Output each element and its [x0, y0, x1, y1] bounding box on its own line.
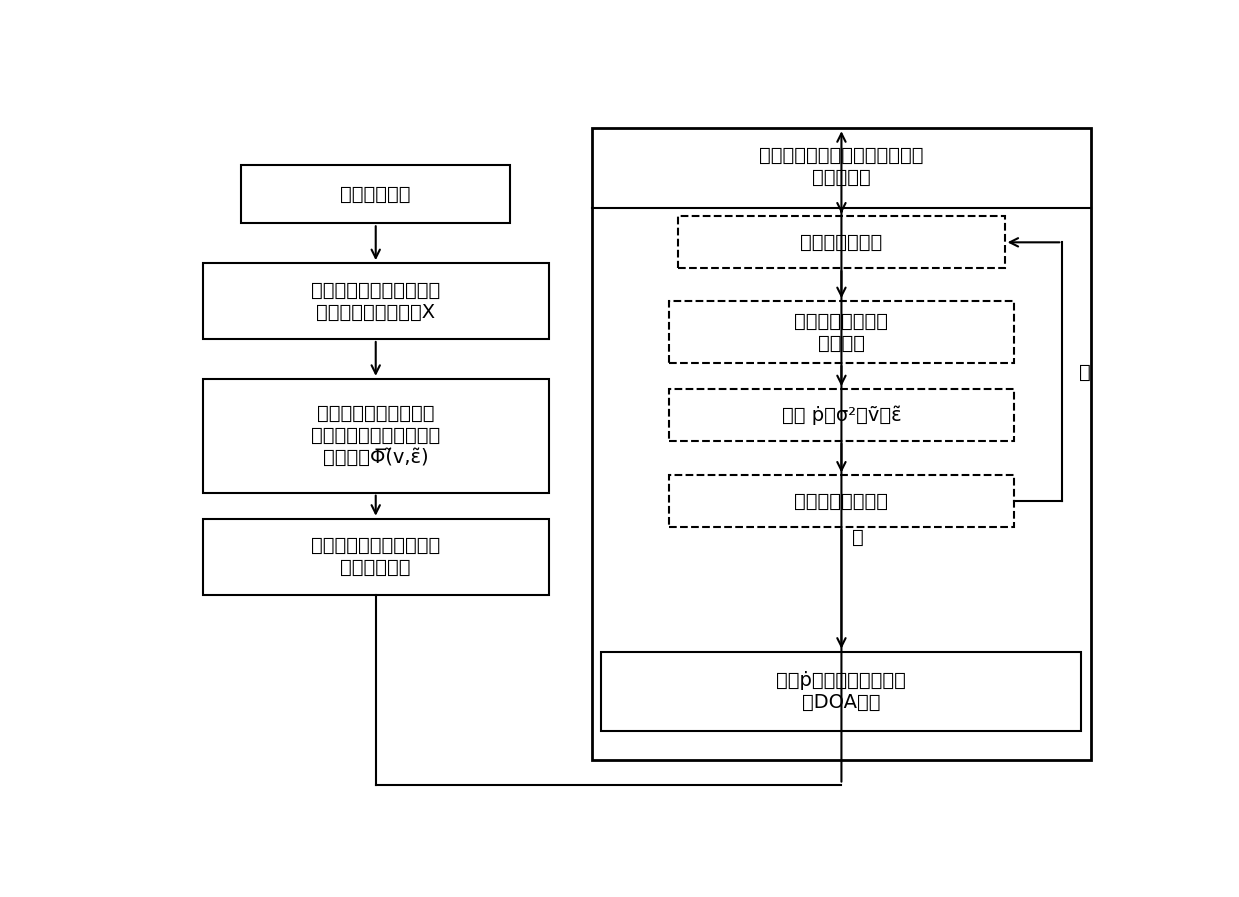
Text: 对空间信号进行采样，得
到阵列接收数据矩阵X: 对空间信号进行采样，得 到阵列接收数据矩阵X: [311, 281, 440, 321]
Text: 是否满足迭代条件: 是否满足迭代条件: [794, 492, 888, 510]
Text: 是: 是: [1079, 362, 1090, 382]
Text: 初始化用户参数: 初始化用户参数: [800, 233, 882, 252]
Bar: [203, 518, 549, 595]
Text: 更新 ṗ，σ²，ṽ，ε̃: 更新 ṗ，σ²，ṽ，ε̃: [782, 405, 901, 425]
Text: 采用贝叶斯压缩感知方法求解稀
疏矩阵方程: 采用贝叶斯压缩感知方法求解稀 疏矩阵方程: [760, 146, 924, 187]
Text: 设置天线阵列: 设置天线阵列: [341, 185, 411, 204]
Bar: [678, 216, 1005, 268]
Bar: [242, 165, 510, 223]
Bar: [592, 128, 1092, 761]
Text: 否: 否: [852, 527, 864, 547]
Bar: [669, 301, 1015, 363]
Bar: [669, 475, 1015, 527]
Bar: [203, 263, 549, 339]
Text: 基于稀疏表示思想，建立
稀疏矩阵方程: 基于稀疏表示思想，建立 稀疏矩阵方程: [311, 536, 440, 577]
Bar: [203, 379, 549, 492]
Text: 根据ṗ的峰値坐标确定中
心DOA估计: 根据ṗ的峰値坐标确定中 心DOA估计: [777, 671, 907, 712]
Bar: [669, 389, 1015, 441]
Text: 计算后验均値和协
方差矩阵: 计算后验均値和协 方差矩阵: [794, 311, 888, 353]
Bar: [601, 651, 1082, 731]
Text: 对空域角度进行网格划
分，构造参数化的过完备
冗余字典Φ̅(̃v,ε̃): 对空域角度进行网格划 分，构造参数化的过完备 冗余字典Φ̅(̃v,ε̃): [311, 405, 440, 467]
